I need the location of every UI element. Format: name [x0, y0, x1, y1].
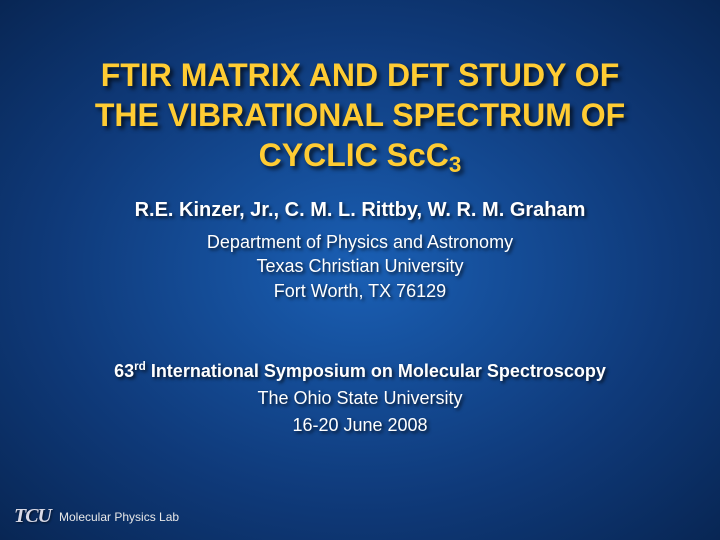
title-line-2: THE VIBRATIONAL SPECTRUM OF: [95, 97, 625, 133]
conference-name-rest: International Symposium on Molecular Spe…: [146, 361, 606, 381]
conference-ordinal: 63: [114, 361, 134, 381]
conference-name: 63rd International Symposium on Molecula…: [114, 361, 606, 381]
affiliation-location: Fort Worth, TX 76129: [274, 281, 446, 301]
tcu-logo: TCU: [14, 505, 51, 528]
title-line-1: FTIR MATRIX AND DFT STUDY OF: [101, 57, 619, 93]
affiliation-dept: Department of Physics and Astronomy: [207, 232, 513, 252]
slide-title: FTIR MATRIX AND DFT STUDY OF THE VIBRATI…: [60, 55, 660, 175]
conference-host: The Ohio State University: [257, 388, 462, 408]
conference-block: 63rd International Symposium on Molecula…: [60, 358, 660, 439]
title-line-3-prefix: CYCLIC ScC: [259, 137, 449, 173]
affiliation-block: Department of Physics and Astronomy Texa…: [60, 230, 660, 303]
authors-line: R.E. Kinzer, Jr., C. M. L. Rittby, W. R.…: [60, 199, 660, 222]
presentation-slide: FTIR MATRIX AND DFT STUDY OF THE VIBRATI…: [0, 0, 720, 540]
conference-dates: 16-20 June 2008: [292, 415, 427, 435]
slide-footer: TCU Molecular Physics Lab: [14, 505, 179, 528]
title-subscript: 3: [449, 152, 461, 177]
affiliation-university: Texas Christian University: [256, 256, 463, 276]
lab-name-label: Molecular Physics Lab: [59, 510, 179, 524]
conference-ordinal-sup: rd: [134, 360, 146, 373]
